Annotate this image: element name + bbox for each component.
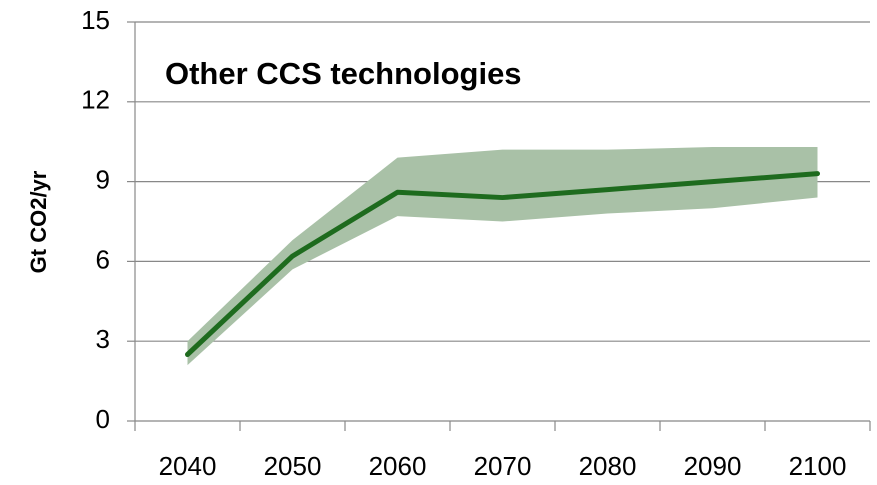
- y-axis-label: Gt CO2/yr: [26, 170, 51, 273]
- chart-title: Other CCS technologies: [165, 56, 522, 91]
- range-band: [187, 147, 818, 366]
- x-tick-label: 2070: [474, 451, 532, 481]
- x-tick-label: 2100: [789, 451, 847, 481]
- x-tick-label: 2090: [684, 451, 742, 481]
- y-tick-label: 12: [81, 85, 110, 115]
- line: [185, 171, 820, 357]
- x-tick-label: 2060: [369, 451, 427, 481]
- x-tick-label: 2050: [264, 451, 322, 481]
- x-tick-label: 2080: [579, 451, 637, 481]
- y-tick-label: 0: [96, 404, 110, 434]
- y-tick-label: 9: [96, 164, 110, 194]
- y-tick-label: 6: [96, 244, 110, 274]
- x-tick-label: 2040: [159, 451, 217, 481]
- y-tick-label: 15: [81, 5, 110, 35]
- y-tick-label: 3: [96, 324, 110, 354]
